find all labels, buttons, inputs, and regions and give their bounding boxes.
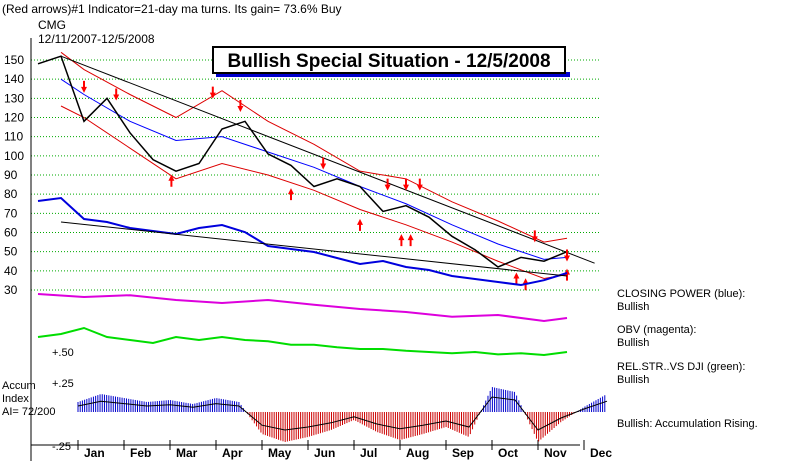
buy-arrow <box>407 234 414 247</box>
price-tick-label: 90 <box>4 168 18 182</box>
price-line <box>37 55 568 268</box>
indicator-caption: (Red arrows)#1 Indicator=21-day ma turns… <box>2 2 342 16</box>
sell-arrow <box>531 230 538 243</box>
price-tick-label: 30 <box>4 283 18 297</box>
obv-value: Bullish <box>617 337 650 349</box>
buy-arrow <box>168 174 175 187</box>
price-bands <box>60 51 568 280</box>
accum-label: Accum Index AI= 72/200 <box>2 380 56 419</box>
relstr-value: Bullish <box>617 374 650 386</box>
price-tick-label: 50 <box>4 245 18 259</box>
month-label: Dec <box>590 446 612 460</box>
month-label: Apr <box>222 446 243 460</box>
closing-power-title: CLOSING POWER (blue): <box>617 288 746 300</box>
buy-arrow <box>357 218 363 231</box>
price-tick-label: 70 <box>4 206 18 220</box>
price-tick-label: 100 <box>4 149 24 163</box>
accum-label-line1: Accum <box>2 380 36 392</box>
banner-shadow <box>216 72 570 77</box>
level-plus-50: +.50 <box>52 347 74 359</box>
price-tick-label: 40 <box>4 264 18 278</box>
price-tick-label: 110 <box>4 130 23 144</box>
price-tick-label: 80 <box>4 187 18 201</box>
accum-smooth-line <box>77 396 608 431</box>
closing-power-note: CLOSING POWER (blue): Bullish <box>617 288 745 314</box>
signal-arrows <box>81 80 570 291</box>
month-label: Nov <box>544 446 567 460</box>
month-label: Feb <box>130 446 151 460</box>
closing-power-value: Bullish <box>617 301 650 313</box>
accum-label-line3: AI= 72/200 <box>2 406 56 418</box>
relstr-line <box>37 326 568 357</box>
month-label: Aug <box>406 446 429 460</box>
sell-arrow <box>320 157 327 170</box>
month-label: Jul <box>360 446 377 460</box>
price-tick-label: 120 <box>4 111 24 125</box>
accumulation-bars <box>77 387 608 442</box>
sell-arrow <box>237 100 244 112</box>
indicator-lines <box>37 196 568 357</box>
price-axis: 150 140 130 120 110 100 90 80 70 60 50 40 30 <box>4 53 24 297</box>
chart-banner-title: Bullish Special Situation - 12/5/2008 <box>212 46 566 74</box>
month-label: Sep <box>452 446 474 460</box>
closing-power-line <box>37 196 568 287</box>
price-gridlines <box>31 59 600 291</box>
month-axis: Jan Feb Mar Apr May Jun Jul Aug Sep Oct Nov Dec <box>84 446 612 460</box>
accum-label-line2: Index <box>2 393 29 405</box>
sell-arrow <box>564 249 570 262</box>
level-plus-25: +.25 <box>52 378 74 390</box>
relstr-title: REL.STR..VS DJI (green): <box>617 361 746 373</box>
price-tick-label: 130 <box>4 91 24 105</box>
relstr-note: REL.STR..VS DJI (green): Bullish <box>617 361 745 387</box>
lower-band-line <box>60 105 568 280</box>
ticker-symbol: CMG <box>38 18 66 32</box>
sell-arrow <box>384 178 391 191</box>
buy-arrow <box>564 268 570 281</box>
level-minus-25: -.25 <box>52 441 71 453</box>
price-tick-label: 60 <box>4 226 18 240</box>
month-label: Oct <box>498 446 518 460</box>
price-tick-label: 150 <box>4 53 24 67</box>
moving-average-line <box>60 78 568 260</box>
month-label: Mar <box>176 446 198 460</box>
buy-arrow <box>288 188 294 201</box>
price-tick-label: 140 <box>4 72 24 86</box>
sell-arrow <box>81 80 87 93</box>
obv-note: OBV (magenta): Bullish <box>617 324 696 350</box>
sell-arrow <box>113 88 120 101</box>
sell-arrow <box>403 178 409 191</box>
trendlines <box>60 55 595 264</box>
month-label: Jan <box>84 446 105 460</box>
sell-arrow <box>209 86 216 99</box>
closing-power-trendline <box>60 221 568 277</box>
sell-arrow <box>416 178 423 191</box>
date-range: 12/11/2007-12/5/2008 <box>38 32 155 46</box>
buy-arrow <box>398 234 405 247</box>
obv-line <box>37 293 568 323</box>
price-trendline <box>60 55 595 264</box>
price-series <box>37 55 568 268</box>
accum-note: Bullish: Accumulation Rising. <box>617 418 758 431</box>
month-label: Jun <box>314 446 335 460</box>
buy-arrow <box>513 272 520 285</box>
obv-title: OBV (magenta): <box>617 324 697 336</box>
upper-band-line <box>60 51 568 243</box>
accum-note-title: Bullish: Accumulation Rising. <box>617 418 758 430</box>
month-label: May <box>268 446 292 460</box>
